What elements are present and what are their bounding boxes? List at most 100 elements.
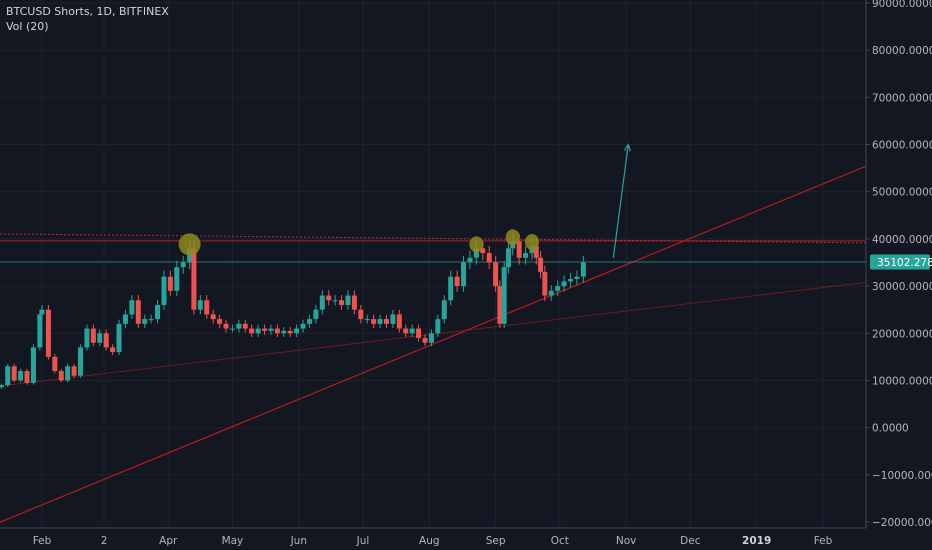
x-tick-label: Jun: [290, 535, 307, 547]
candle-body: [155, 304, 161, 320]
candle-body: [142, 319, 148, 324]
candle-body: [383, 319, 389, 324]
annotations: [178, 143, 632, 258]
candle-body: [409, 328, 415, 334]
candle-body: [90, 328, 96, 343]
candle-body: [542, 271, 548, 296]
y-tick-label: 30000.0000: [872, 281, 932, 293]
candle-body: [493, 262, 499, 287]
candle-body: [71, 366, 77, 376]
candle-body: [454, 276, 460, 287]
y-tick-label: 0.0000: [872, 423, 909, 435]
y-tick-label: −10000.0000: [872, 470, 932, 482]
y-tick-label: 80000.0000: [872, 45, 932, 57]
time-axis[interactable]: Feb 2 Apr May Jun Jul Aug Sep Oct Nov Dec 2019 Feb: [33, 535, 833, 547]
candle-body: [339, 300, 345, 305]
candle-body: [319, 295, 325, 310]
candle-body: [480, 248, 486, 254]
last-price-marker: 35102.2784: [870, 254, 932, 270]
x-tick-label: May: [222, 535, 244, 547]
peak-marker: [524, 233, 539, 250]
candle-body: [30, 347, 36, 383]
candle-body: [448, 276, 454, 301]
candle-body: [242, 323, 248, 329]
candle-body: [268, 328, 274, 331]
candle-body: [580, 262, 586, 277]
y-tick-label: 90000.0000: [872, 0, 932, 10]
candle-body: [148, 319, 154, 321]
candle-body: [505, 248, 511, 268]
y-tick-label: 40000.0000: [872, 234, 932, 246]
forecast-arrow-head: [623, 143, 632, 152]
candle-body: [371, 319, 377, 324]
candle-body: [116, 323, 122, 353]
last-price-label: 35102.2784: [877, 257, 932, 269]
candle-body: [422, 337, 428, 343]
candle-body: [180, 262, 186, 268]
candle-body: [197, 300, 203, 310]
candle-body: [223, 323, 229, 329]
candle-body: [497, 286, 503, 324]
candle-body: [24, 371, 30, 383]
candle-body: [533, 245, 539, 258]
candle-body: [122, 314, 128, 324]
candle-body: [351, 295, 357, 310]
chart-legend: BTCUSD Shorts, 1D, BITFINEX Vol (20): [6, 4, 169, 34]
peak-marker: [469, 236, 484, 253]
candle-body: [574, 276, 580, 280]
candle-body: [364, 319, 370, 321]
candle-body: [403, 328, 409, 334]
candle-body: [45, 309, 51, 357]
y-tick-label: 70000.0000: [872, 92, 932, 104]
x-tick-label: 2019: [742, 535, 771, 547]
candle-body: [18, 371, 24, 381]
y-tick-label: 10000.0000: [872, 375, 932, 387]
candle-body: [306, 319, 312, 324]
candle-body: [249, 328, 255, 334]
price-axis[interactable]: 90000.0000 80000.0000 70000.0000 60000.0000…: [866, 0, 932, 529]
support-trendline: [0, 165, 867, 523]
candle-body: [204, 300, 210, 315]
x-tick-label: Feb: [33, 535, 52, 547]
candle-body: [274, 328, 280, 334]
x-tick-label: Sep: [486, 535, 506, 547]
candle-body: [52, 356, 58, 372]
candle-body: [501, 267, 507, 324]
candle-body: [390, 314, 396, 324]
candle-body: [229, 328, 235, 330]
candle-body: [300, 323, 306, 329]
y-tick-label: 60000.0000: [872, 140, 932, 152]
candle-body: [435, 319, 441, 334]
candle-body: [174, 267, 180, 291]
candle-body: [396, 314, 402, 329]
candle-body: [326, 295, 332, 301]
candle-body: [416, 328, 422, 338]
volume-indicator-label[interactable]: Vol (20): [6, 20, 49, 33]
candle-body: [548, 290, 554, 296]
candle-body: [358, 309, 364, 320]
candle-body: [11, 366, 17, 381]
symbol-title[interactable]: BTCUSD Shorts, 1D, BITFINEX: [6, 5, 169, 18]
trendlines: [0, 165, 867, 523]
forecast-arrow: [612, 144, 629, 258]
candle-body: [167, 276, 173, 291]
candle-body: [555, 286, 561, 291]
candle-body: [516, 241, 522, 258]
y-tick-label: −20000.0000: [872, 517, 932, 529]
candle-body: [103, 333, 109, 348]
candle-body: [135, 300, 141, 324]
candle-body: [161, 276, 167, 305]
candle-body: [187, 248, 193, 263]
candle-body: [281, 330, 287, 334]
candle-body: [313, 309, 319, 320]
candle-body: [110, 347, 116, 353]
peak-marker: [178, 233, 201, 256]
candle-body: [65, 366, 71, 381]
candle-body: [210, 314, 216, 320]
x-tick-label: Apr: [159, 535, 178, 547]
candle-body: [377, 319, 383, 324]
candle-body: [78, 347, 84, 376]
x-tick-label: Aug: [419, 535, 440, 547]
